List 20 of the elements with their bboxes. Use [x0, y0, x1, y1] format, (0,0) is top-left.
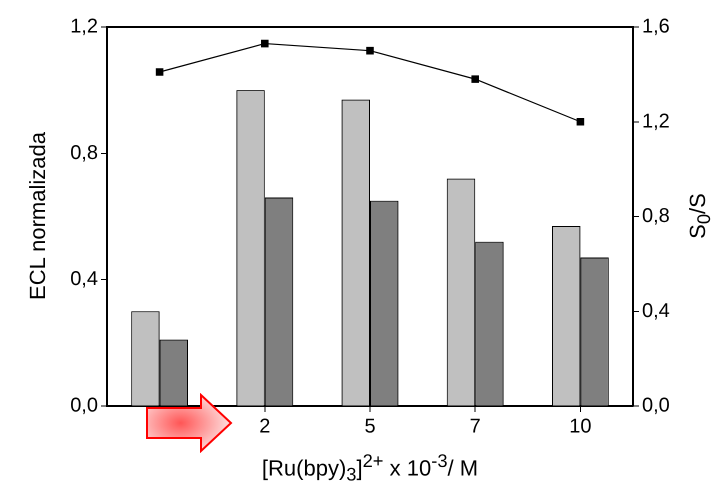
- point: [366, 46, 374, 54]
- y-tick-label: 1,2: [70, 16, 98, 38]
- y-axis-title: ECL normalizada: [25, 132, 51, 300]
- point: [471, 75, 479, 83]
- point: [261, 40, 269, 48]
- point: [156, 68, 164, 76]
- x-tick-label: 10: [569, 416, 592, 438]
- y2-tick-label: 0,4: [642, 300, 670, 322]
- point: [576, 118, 584, 126]
- x-tick-label: 5: [364, 416, 376, 438]
- y2-tick-label: 0,8: [642, 205, 670, 228]
- x-axis-title: [Ru(bpy)$_{3}$]$^{2+}$ x 10$^{-3}$/ M: [262, 449, 478, 487]
- x-tick-label: 2: [259, 416, 270, 438]
- y2-tick-label: 0,0: [642, 394, 670, 417]
- y-tick-label: 0,8: [70, 142, 98, 164]
- y-tick-label: 0,0: [70, 394, 98, 417]
- y2-tick-label: 1,6: [642, 16, 670, 38]
- y2-tick-label: 1,2: [642, 110, 670, 132]
- x-tick-label: 7: [470, 416, 481, 438]
- y-tick-label: 0,4: [70, 268, 98, 290]
